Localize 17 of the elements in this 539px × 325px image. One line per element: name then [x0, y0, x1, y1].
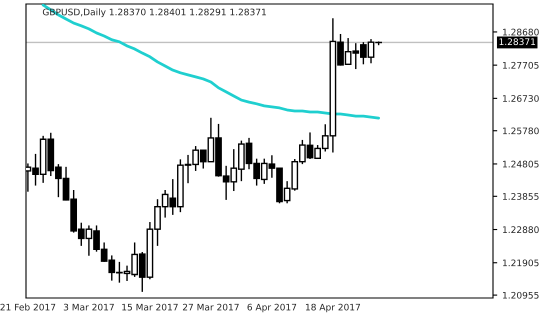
y-tick-label: 1.28680 [503, 28, 539, 36]
x-tick-label: 6 Apr 2017 [247, 304, 296, 312]
y-tick-label: 1.26730 [503, 95, 539, 102]
y-tick-label: 1.21905 [503, 259, 539, 266]
y-tick-label: 1.23855 [503, 193, 539, 200]
x-tick-label: 3 Mar 2017 [64, 304, 114, 311]
x-tick-label: 21 Feb 2017 [0, 304, 56, 311]
x-tick-label: 27 Mar 2017 [182, 304, 239, 311]
line-series [42, 4, 380, 120]
y-tick-label: 1.24805 [503, 160, 539, 168]
y-tick-label: 1.20955 [503, 292, 539, 299]
ref-line-label: 1.28371 [500, 38, 536, 46]
x-tick-label: 18 Apr 2017 [306, 304, 360, 312]
y-tick-label: 1.27705 [503, 62, 539, 69]
y-tick-label: 1.22880 [503, 226, 539, 234]
x-tick-label: 15 Mar 2017 [122, 304, 178, 311]
y-tick-label: 1.25780 [503, 127, 539, 134]
